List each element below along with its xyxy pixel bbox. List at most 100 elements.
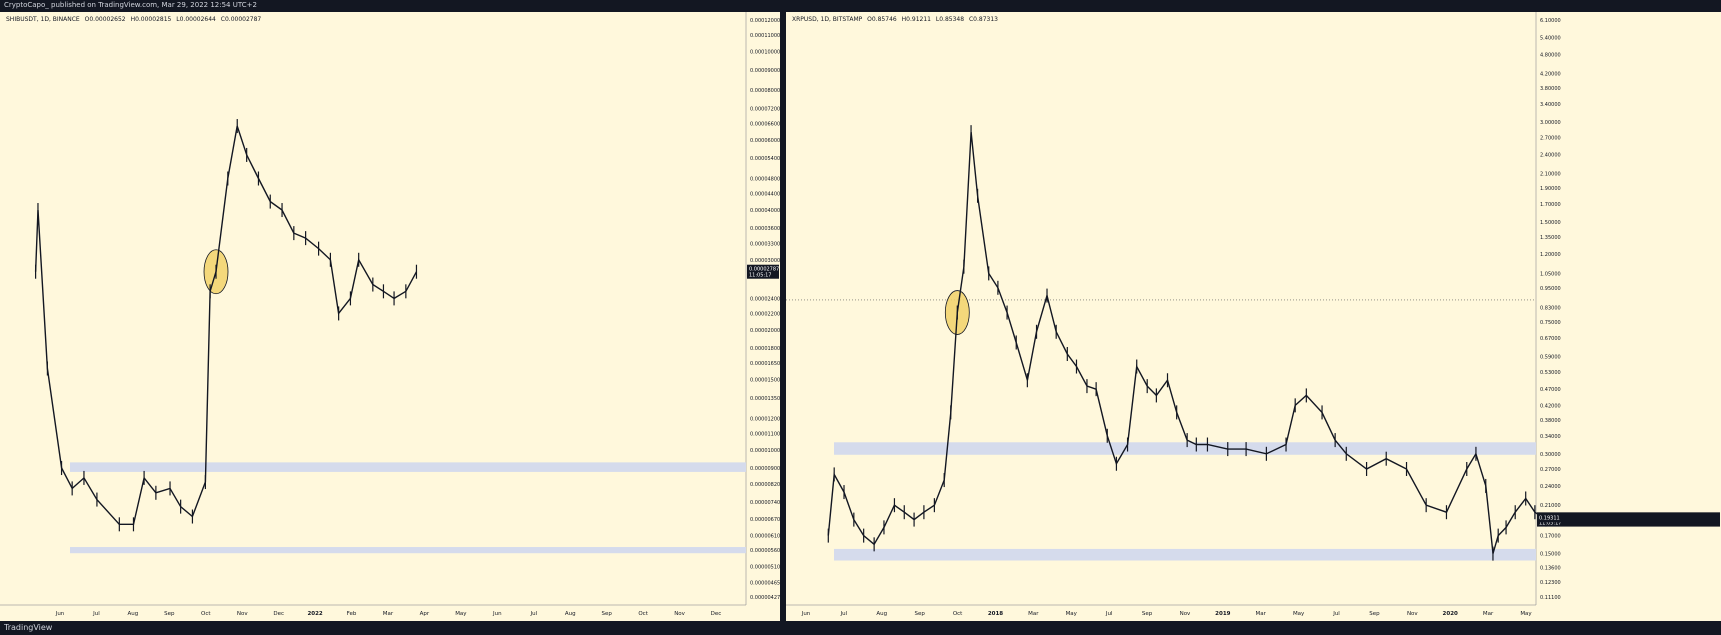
y-tick-label: 0.00004800 [750,176,780,182]
y-tick-label: 0.00000820 [750,482,780,488]
x-tick-label: Feb [347,611,357,617]
x-tick-label: Sep [164,611,175,617]
price-tag-value: 0.00002787 [749,267,779,273]
y-tick-label: 0.00001500 [750,378,780,384]
panel-divider[interactable] [780,12,786,621]
x-tick-label: Sep [1369,611,1380,617]
y-tick-label: 0.95000 [1540,286,1561,292]
y-tick-label: 0.53000 [1540,370,1561,376]
y-tick-label: 0.00003600 [750,226,780,232]
y-tick-label: 0.30000 [1540,452,1561,458]
x-tick-label: Aug [876,611,887,617]
x-tick-label: Mar [1028,611,1039,617]
y-tick-label: 0.00004000 [750,208,780,214]
x-tick-label: 2018 [988,611,1003,617]
y-tick-label: 0.17000 [1540,534,1561,540]
x-tick-label: Jun [492,611,502,617]
tradingview-logo[interactable]: TradingView [4,623,53,632]
y-tick-label: 0.00008000 [750,88,780,94]
y-tick-label: 1.35000 [1540,235,1561,241]
chart-xrp[interactable]: 6.10000 5.40000 4.80000 4.20000 3.80000 3.400… [786,12,1721,621]
x-tick-label: Dec [711,611,722,617]
x-tick-label: Apr [420,611,430,617]
price-tag-bg [747,264,779,279]
y-tick-label: 0.00006600 [750,121,780,127]
y-tick-label: 0.00001350 [750,396,780,402]
footer-bar: TradingView [0,621,1721,635]
price-series-line [827,132,1547,554]
x-tick-label: Jul [1105,611,1113,617]
x-tick-label: Jul [529,611,537,617]
y-tick-label: 0.00000465 [750,580,780,586]
legend-xrp: XRPUSD, 1D, BITSTAMP O0.85746 H0.91211 L… [792,16,1001,23]
support-zone [70,547,746,554]
x-tick-label: Sep [914,611,925,617]
x-tick-label: May [1066,611,1078,617]
y-tick-label: 0.67000 [1540,336,1561,342]
publish-info: CryptoCapo_ published on TradingView.com… [4,1,257,9]
x-tick-label: Nov [237,611,248,617]
y-tick-label: 0.00000427 [750,595,780,601]
y-tick-label: 1.70000 [1540,202,1561,208]
y-tick-label: 0.00000510 [750,564,780,570]
y-tick-label: 1.05000 [1540,271,1561,277]
legend-close: C0.87313 [968,16,998,23]
y-tick-label: 0.00006000 [750,138,780,144]
x-tick-label: Nov [1180,611,1191,617]
y-tick-label: 0.00003300 [750,241,780,247]
x-tick-label: Sep [601,611,612,617]
y-tick-label: 0.00001800 [750,346,780,352]
y-tick-label: 0.00009000 [750,68,780,74]
y-tick-label: 0.00002200 [750,311,780,317]
y-tick-label: 0.00000900 [750,466,780,472]
y-tick-label: 4.80000 [1540,53,1561,59]
x-tick-label: May [455,611,467,617]
y-tick-label: 3.00000 [1540,120,1561,126]
price-tag-time: 11:05:17 [1539,521,1561,527]
y-tick-label: 0.11100 [1540,595,1561,601]
legend-high: H0.00002815 [130,16,172,23]
x-tick-label: Oct [638,611,648,617]
x-tick-label: Mar [383,611,394,617]
y-tick-label: 0.21000 [1540,503,1561,509]
x-tick-label: Mar [1483,611,1494,617]
chart-shib[interactable]: 0.00012000 0.00011000 0.00010000 0.00009000… [0,12,780,621]
legend-open: O0.00002652 [84,16,126,23]
x-tick-label: 2020 [1443,611,1458,617]
price-tag-value: 0.19311 [1539,515,1560,521]
support-zone [834,548,1536,561]
y-tick-label: 0.00000740 [750,500,780,506]
publish-header: CryptoCapo_ published on TradingView.com… [0,0,1721,12]
x-tick-label: Jun [55,611,65,617]
x-tick-label: Nov [674,611,685,617]
y-tick-label: 0.00012000 [750,18,780,24]
x-tick-label: Aug [565,611,576,617]
legend-symbol: SHIBUSDT, 1D, BINANCE [6,16,80,23]
x-tick-label: Aug [128,611,139,617]
legend-shib: SHIBUSDT, 1D, BINANCE O0.00002652 H0.000… [6,16,264,23]
chart-panel-shib[interactable]: 0.00012000 0.00011000 0.00010000 0.00009000… [0,12,780,621]
x-tick-label: Oct [201,611,211,617]
y-tick-label: 0.00001100 [750,431,780,437]
legend-low: L0.85348 [935,16,965,23]
y-tick-label: 0.00011000 [750,33,780,39]
x-tick-label: Dec [273,611,284,617]
chart-panel-xrp[interactable]: 6.10000 5.40000 4.80000 4.20000 3.80000 3.400… [786,12,1721,621]
y-tick-label: 3.40000 [1540,102,1561,108]
y-tick-label: 0.24000 [1540,484,1561,490]
y-tick-label: 0.42000 [1540,403,1561,409]
y-tick-label: 0.00001650 [750,361,780,367]
y-tick-label: 0.75000 [1540,320,1561,326]
y-tick-label: 0.00002400 [750,296,780,302]
y-tick-label: 0.27000 [1540,467,1561,473]
y-tick-label: 5.40000 [1540,36,1561,42]
x-tick-label: May [1293,611,1305,617]
y-tick-label: 0.12300 [1540,580,1561,586]
y-tick-label: 3.80000 [1540,86,1561,92]
x-tick-label: Mar [1256,611,1267,617]
x-tick-label: May [1520,611,1532,617]
legend-high: H0.91211 [901,16,931,23]
y-tick-label: 2.40000 [1540,152,1561,158]
x-tick-label: Oct [953,611,963,617]
x-tick-label: Jun [801,611,811,617]
